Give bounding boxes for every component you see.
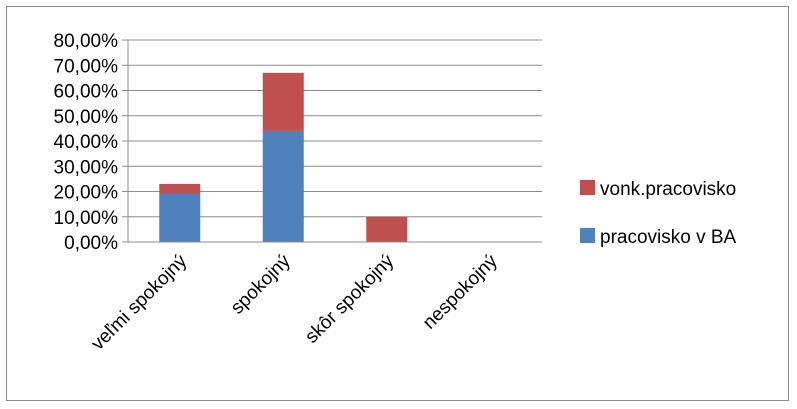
y-tick-label: 20,00% [54,183,119,204]
legend-swatch [580,180,595,195]
x-tick-label: nespokojný [419,250,502,333]
y-tick-label: 50,00% [54,107,119,128]
bar-segment [262,130,304,242]
y-tick-label: 0,00% [64,233,118,254]
legend-swatch [580,228,595,243]
bar-segment [159,183,201,195]
chart-frame [6,6,789,401]
x-tick-label: spokojný [227,250,295,318]
legend-label: pracovisko v BA [600,227,737,248]
legend-label: vonk.pracovisko [600,179,736,200]
bar-segment [159,194,201,242]
y-tick-label: 30,00% [54,157,119,178]
y-tick-label: 80,00% [54,31,119,52]
bar-segment [366,216,408,242]
y-tick-label: 40,00% [54,132,119,153]
y-tick-label: 70,00% [54,56,119,77]
bar-segment [262,72,304,131]
x-tick-label: veľmi spokojný [87,250,191,354]
y-tick-label: 60,00% [54,82,119,103]
x-tick-label: skôr spokojný [301,250,398,347]
y-tick-label: 10,00% [54,208,119,229]
